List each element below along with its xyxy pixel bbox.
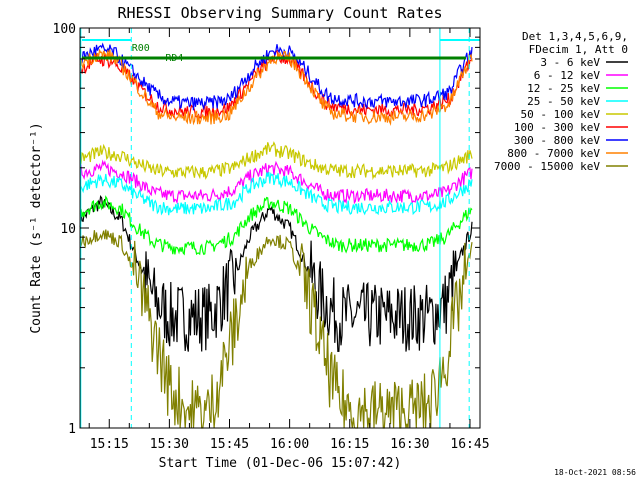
annotation-label: RD4 bbox=[165, 53, 183, 64]
x-tick-label: 15:45 bbox=[210, 437, 249, 452]
y-tick-label: 1 bbox=[68, 422, 76, 437]
annotation-label: R00 bbox=[132, 43, 150, 54]
x-tick-label: 16:30 bbox=[390, 437, 429, 452]
legend-entry-label: 300 - 800 keV bbox=[514, 134, 600, 147]
legend-entry-label: 3 - 6 keV bbox=[540, 56, 600, 69]
x-tick-label: 16:15 bbox=[330, 437, 369, 452]
annotations: R00 RD4 bbox=[80, 28, 480, 428]
legend-entry-label: 12 - 25 keV bbox=[527, 82, 600, 95]
x-tick-label: 15:15 bbox=[90, 437, 129, 452]
timestamp: 18-Oct-2021 08:56 bbox=[554, 468, 636, 477]
legend-entry-label: 50 - 100 keV bbox=[521, 108, 601, 121]
y-axis-label: Count Rate (s⁻¹ detector⁻¹) bbox=[29, 122, 44, 333]
plot-series bbox=[79, 42, 473, 429]
series-line bbox=[79, 194, 473, 353]
x-tick-label: 15:30 bbox=[150, 437, 189, 452]
x-axis: 15:15 15:30 15:45 16:00 16:15 16:30 16:45 bbox=[88, 28, 490, 452]
series-line bbox=[79, 141, 473, 181]
series-line bbox=[79, 229, 473, 429]
legend-entry-label: 25 - 50 keV bbox=[527, 95, 600, 108]
legend-entry-label: 6 - 12 keV bbox=[534, 69, 601, 82]
series-line bbox=[79, 159, 473, 205]
series-line bbox=[79, 48, 473, 127]
y-tick-label: 100 bbox=[53, 22, 76, 37]
y-axis: 1 10 100 bbox=[53, 22, 480, 437]
legend-entry-label: 800 - 7000 keV bbox=[507, 147, 600, 160]
legend-header-line: FDecim 1, Att 0 bbox=[529, 43, 628, 56]
legend-entry-label: 7000 - 15000 keV bbox=[494, 160, 600, 173]
series-line bbox=[79, 171, 473, 216]
legend-header: Det 1,3,4,5,6,9,FDecim 1, Att 0 bbox=[522, 30, 628, 56]
series-line bbox=[79, 42, 473, 111]
y-tick-label: 10 bbox=[60, 222, 76, 237]
x-axis-label: Start Time (01-Dec-06 15:07:42) bbox=[159, 456, 402, 471]
x-tick-label: 16:00 bbox=[270, 437, 309, 452]
series-line bbox=[79, 195, 473, 256]
x-tick-label: 16:45 bbox=[450, 437, 489, 452]
legend-header-line: Det 1,3,4,5,6,9, bbox=[522, 30, 628, 43]
legend-entry-label: 100 - 300 keV bbox=[514, 121, 600, 134]
chart-title: RHESSI Observing Summary Count Rates bbox=[117, 4, 442, 22]
